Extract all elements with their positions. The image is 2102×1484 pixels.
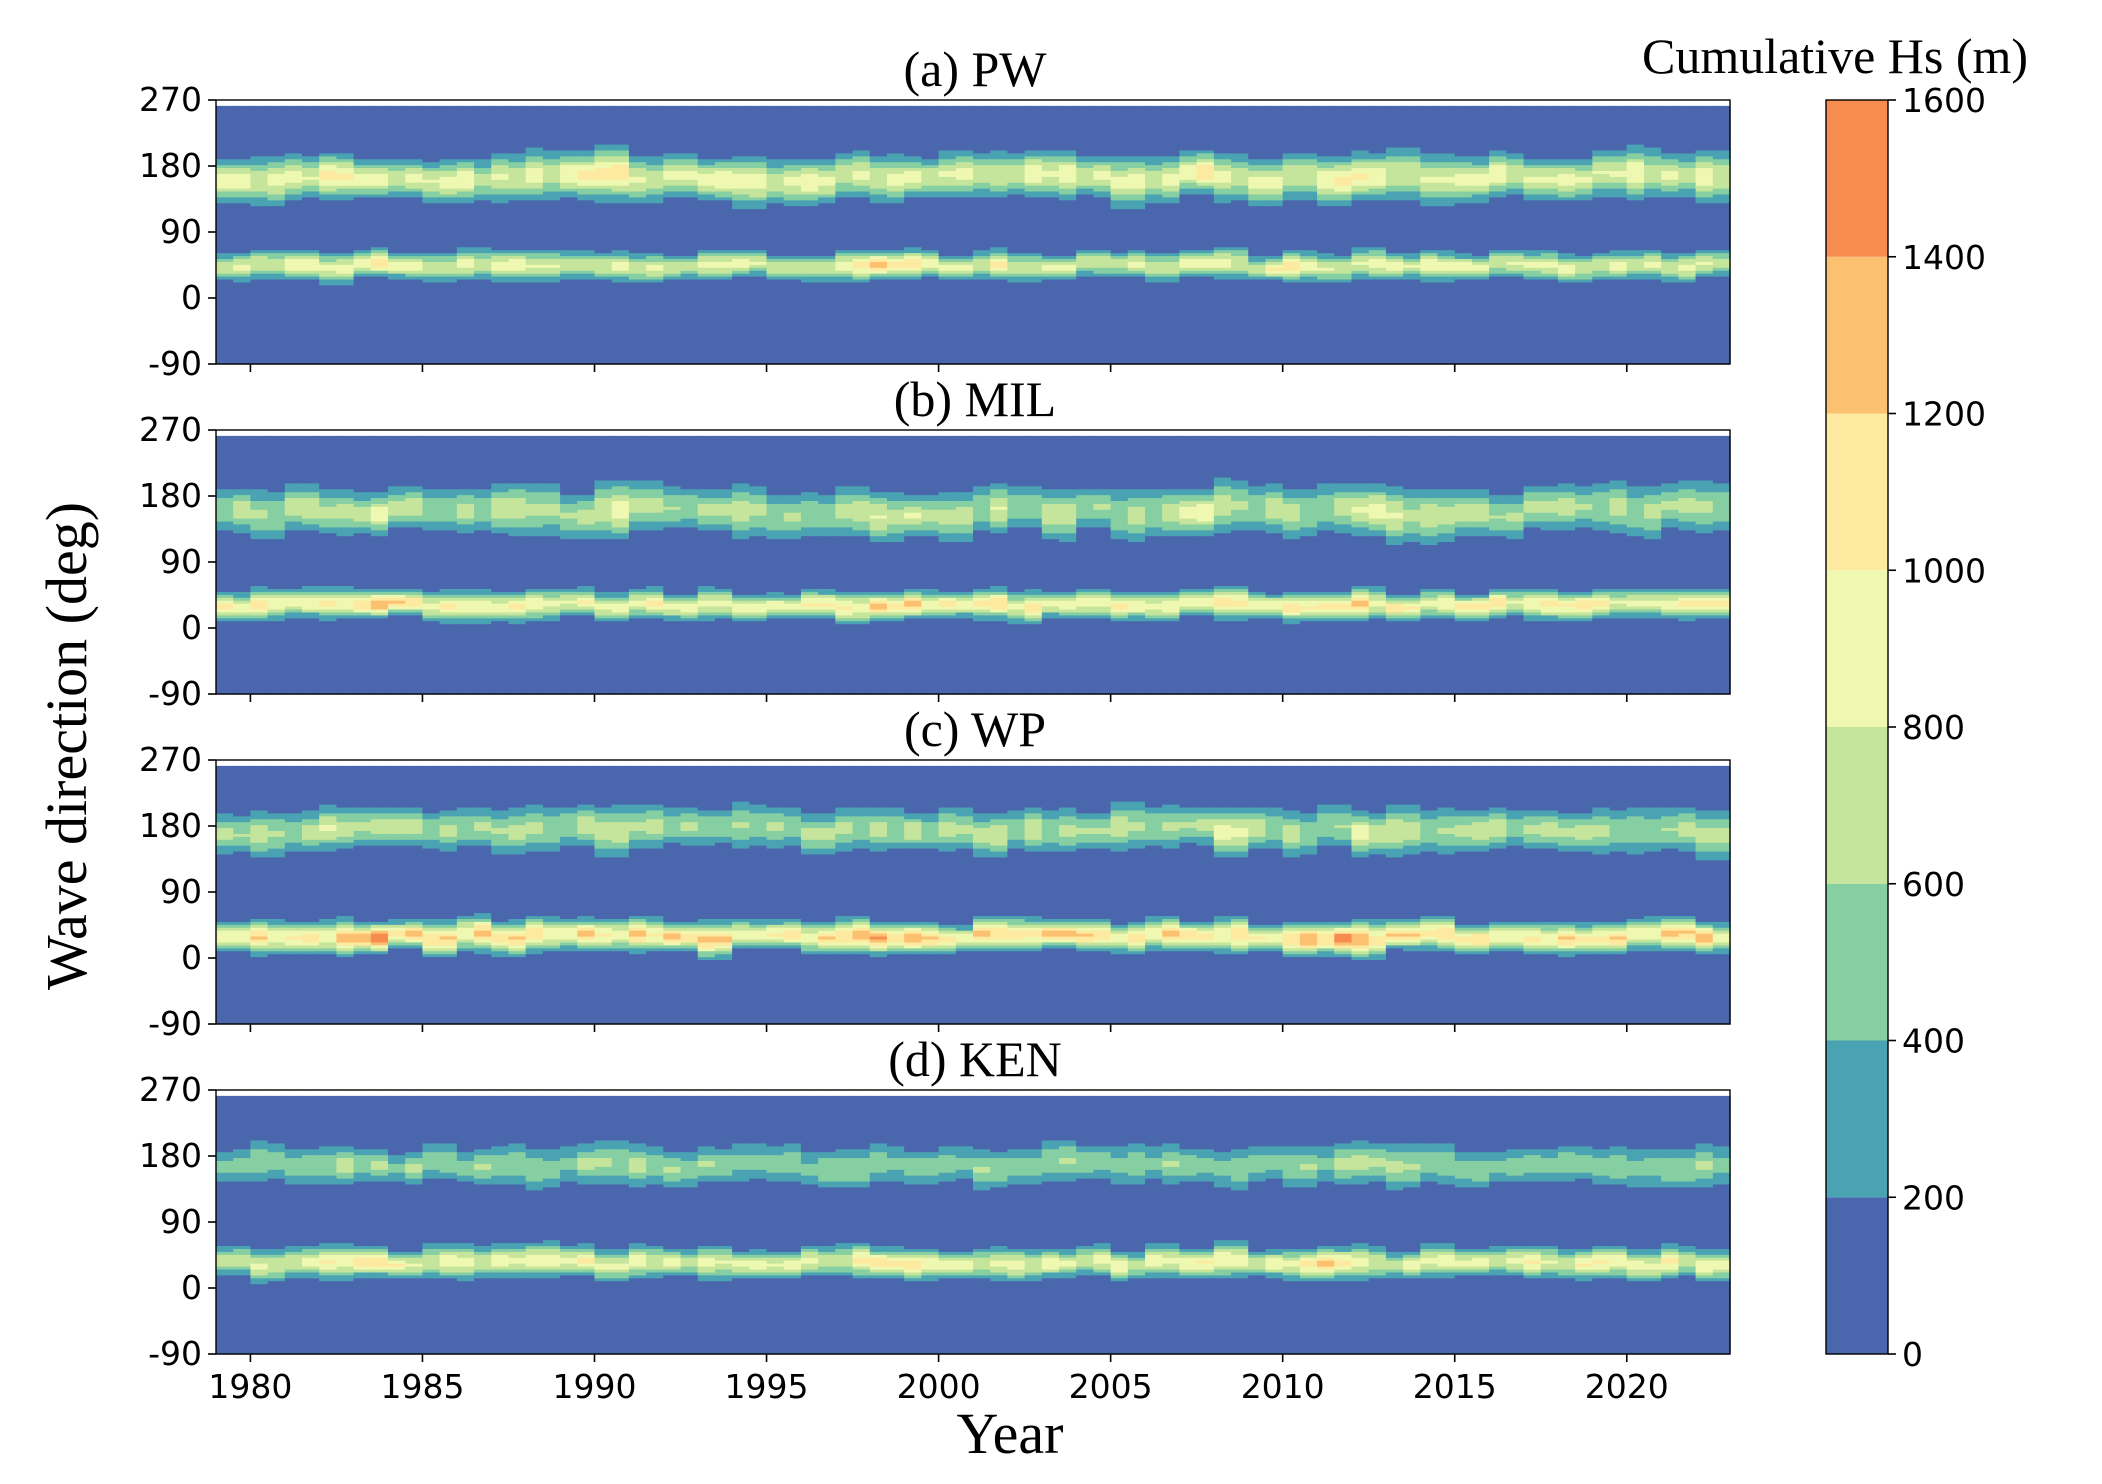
y-axis-label: Wave direction (deg)	[34, 502, 99, 990]
heatmap-cell	[1059, 106, 1077, 110]
heatmap-cell	[1128, 106, 1146, 110]
heatmap-cell	[784, 106, 802, 110]
heatmap-cell	[818, 106, 836, 110]
x-axis-label: Year	[957, 1401, 1064, 1466]
heatmap-cell	[749, 106, 767, 110]
heatmap-field	[216, 106, 1731, 365]
heatmap-cell	[681, 106, 699, 110]
heatmap-cell	[973, 106, 991, 110]
heatmap-cell	[612, 106, 630, 110]
heatmap-cell	[336, 106, 354, 110]
heatmap-cell	[526, 106, 544, 110]
heatmap-cell	[870, 106, 888, 110]
heatmap-cell	[491, 106, 509, 110]
heatmap-cell	[285, 106, 303, 110]
heatmap-cell	[921, 106, 939, 110]
heatmap-cell	[577, 106, 595, 110]
heatmap-cell	[956, 106, 974, 110]
heatmap-cell	[732, 106, 750, 110]
heatmap-cell	[1025, 106, 1043, 110]
heatmap-cell	[595, 106, 613, 110]
heatmap-cell	[371, 106, 389, 110]
heatmap-cell	[887, 106, 905, 110]
heatmap-cell	[354, 106, 372, 110]
heatmap-cell	[939, 106, 957, 110]
heatmap-cell	[1042, 106, 1060, 110]
heatmap-cell	[543, 106, 561, 110]
heatmap-cell	[268, 106, 286, 110]
heatmap-cell	[698, 106, 716, 110]
heatmap-cell	[302, 106, 320, 110]
heatmap-cell	[1093, 106, 1111, 110]
heatmap-cell	[422, 106, 440, 110]
heatmap-cell	[216, 106, 234, 110]
heatmap-cell	[388, 106, 406, 110]
heatmap-cell	[990, 106, 1008, 110]
heatmap-cell	[767, 106, 785, 110]
heatmap-cell	[457, 106, 475, 110]
heatmap-cell	[835, 106, 853, 110]
heatmap-cell	[233, 106, 251, 110]
heatmap-cell	[508, 106, 526, 110]
heatmap-cell	[801, 106, 819, 110]
heatmap-cell	[1076, 106, 1094, 110]
heatmap-cell	[715, 106, 733, 110]
heatmap-cell	[319, 106, 337, 110]
heatmap-cell	[629, 106, 647, 110]
heatmap-cell	[1111, 106, 1129, 110]
heatmap-cell	[646, 106, 664, 110]
heatmap-cell	[405, 106, 423, 110]
heatmap-cell	[474, 106, 492, 110]
heatmap-cell	[663, 106, 681, 110]
heatmap-cell	[440, 106, 458, 110]
heatmap-cell	[853, 106, 871, 110]
heatmap-cell	[904, 106, 922, 110]
heatmap-cell	[1007, 106, 1025, 110]
heatmap-cell	[250, 106, 268, 110]
heatmap-cell	[560, 106, 578, 110]
heatmap-cell	[1145, 106, 1163, 110]
